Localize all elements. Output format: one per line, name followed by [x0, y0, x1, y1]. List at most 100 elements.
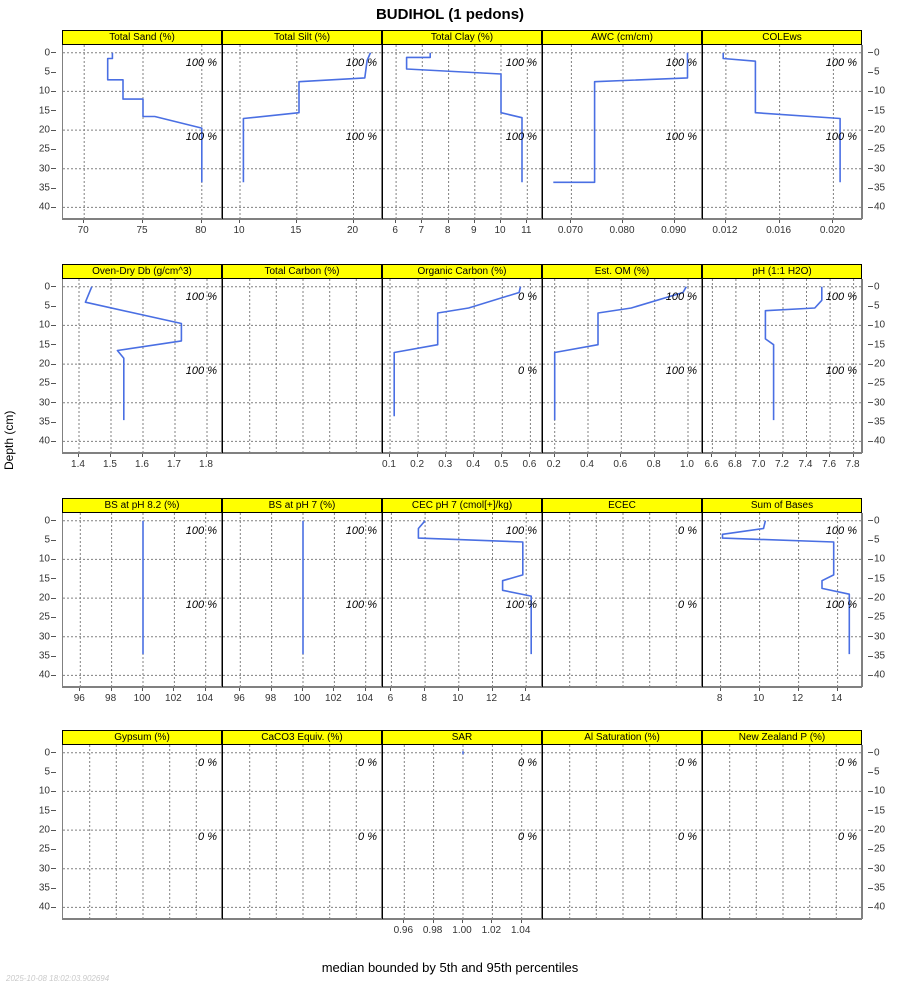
- plot-area-cec-ph-7: 100 % 100 %: [382, 513, 542, 687]
- x-tick-label: 10: [233, 225, 245, 236]
- depth-tick-label: 15: [874, 105, 886, 117]
- panel-sum-of-bases: Sum of Bases 100 % 100 % 8 10 12 14: [702, 498, 862, 713]
- x-tick-label: 1.4: [71, 459, 85, 470]
- x-tick-label: 12: [792, 693, 804, 704]
- x-tick-label: 100: [293, 693, 311, 704]
- x-tick-label: 8: [444, 225, 451, 236]
- depth-tick-label: 10: [38, 319, 50, 331]
- axis-spine: [862, 513, 863, 687]
- plot-area-caco3-equiv: 0 % 0 %: [222, 745, 382, 919]
- axis-bottom-spine: [62, 219, 862, 220]
- x-tick-label: 1.0: [680, 459, 694, 470]
- x-tick-label: 10: [452, 693, 464, 704]
- panel-separator: [222, 279, 223, 453]
- annotation-total-silt-0: 100 %: [345, 57, 377, 70]
- x-tick-mark: [500, 219, 501, 223]
- panel-ph-1-1-h2o: pH (1:1 H2O) 100 % 100 % 6.6 6.8 7.0 7.2 7.4 7.6…: [702, 264, 862, 479]
- depth-tick-label: 40: [874, 435, 886, 447]
- panel-separator: [222, 513, 223, 687]
- axis-spine: [62, 279, 63, 453]
- panel-total-carbon: Total Carbon (%): [222, 264, 382, 479]
- annotation-al-saturation-0: 0 %: [678, 757, 697, 770]
- panel-new-zealand-p: New Zealand P (%) 0 % 0 %: [702, 730, 862, 945]
- depth-tick-label: 5: [44, 300, 50, 312]
- x-tick-label: 7.6: [822, 459, 837, 470]
- x-tick-label: 10: [753, 693, 765, 704]
- panel-separator: [702, 745, 703, 919]
- x-tick-label: 10: [494, 225, 506, 236]
- plot-area-est-om: 100 % 100 %: [542, 279, 702, 453]
- x-tick-label: 7.2: [775, 459, 789, 470]
- depth-tick-mark: [868, 344, 873, 346]
- depth-tick-mark: [51, 655, 56, 657]
- annotation-organic-carbon-1: 0 %: [518, 364, 537, 377]
- x-axis-labels-total-clay: 6 7 8 9 10 11: [382, 219, 542, 243]
- x-tick-label: 8: [421, 693, 427, 704]
- depth-tick-label: 0: [44, 47, 50, 59]
- panel-separator: [702, 279, 703, 453]
- depth-tick-label: 20: [38, 592, 50, 604]
- x-tick-mark: [173, 687, 175, 691]
- depth-tick-label: 10: [38, 85, 50, 97]
- depth-axis-left-row3: 0 5 10 15 20 25 30 35 40: [16, 745, 56, 919]
- depth-tick-mark: [868, 597, 873, 599]
- x-tick-label: 7.8: [845, 459, 860, 470]
- depth-tick-mark: [51, 187, 56, 189]
- depth-tick-mark: [51, 168, 56, 170]
- depth-tick-mark: [868, 363, 873, 365]
- annotation-awc-1: 100 %: [665, 130, 697, 143]
- x-tick-mark: [432, 919, 434, 923]
- annotation-total-clay-0: 100 %: [505, 57, 537, 70]
- depth-tick-mark: [51, 129, 56, 131]
- x-tick-mark: [734, 453, 736, 457]
- depth-axis-left-row1: 0 5 10 15 20 25 30 35 40: [16, 279, 56, 453]
- x-tick-label: 20: [346, 225, 359, 236]
- x-tick-label: 0.6: [613, 459, 628, 470]
- x-axis-labels-bs-at-ph-7: 96 98 100 102 104: [222, 687, 382, 711]
- depth-tick-mark: [868, 324, 873, 326]
- x-tick-label: 102: [325, 693, 342, 704]
- x-tick-mark: [462, 919, 463, 923]
- x-tick-mark: [491, 919, 493, 923]
- x-tick-label: 0.4: [466, 459, 481, 470]
- depth-tick-mark: [51, 382, 56, 384]
- x-tick-mark: [270, 687, 272, 691]
- x-tick-label: 0.090: [661, 225, 687, 236]
- depth-tick-label: 5: [44, 534, 50, 546]
- panel-title-sum-of-bases: Sum of Bases: [702, 498, 862, 513]
- x-tick-mark: [302, 687, 303, 691]
- x-tick-mark: [364, 687, 366, 691]
- panel-colews: COLEws 100 % 100 % 0.012 0.016 0.020: [702, 30, 862, 245]
- x-tick-label: 102: [165, 693, 182, 704]
- annotation-bs-at-ph-8-2-0: 100 %: [185, 525, 217, 538]
- panel-organic-carbon: Organic Carbon (%) 0 % 0 % 0.1 0.2 0.3 0.4 0.5 0…: [382, 264, 542, 479]
- x-tick-mark: [447, 219, 449, 223]
- depth-tick-label: 10: [874, 785, 886, 797]
- depth-tick-label: 0: [874, 281, 880, 293]
- x-tick-mark: [473, 219, 475, 223]
- series-line-cec-ph-7-0: [417, 520, 532, 655]
- axis-bottom-spine: [62, 453, 862, 454]
- plot-area-new-zealand-p: 0 % 0 %: [702, 745, 862, 919]
- x-tick-label: 96: [233, 693, 245, 704]
- depth-tick-mark: [51, 344, 56, 346]
- x-axis-labels-est-om: 0.2 0.4 0.6 0.8 1.0: [542, 453, 702, 477]
- series-line-awc-0: [553, 52, 689, 184]
- x-tick-mark: [79, 687, 81, 691]
- panel-separator: [382, 745, 383, 919]
- depth-tick-mark: [868, 868, 873, 870]
- panel-separator: [382, 279, 383, 453]
- x-tick-mark: [395, 219, 397, 223]
- depth-tick-label: 25: [38, 611, 50, 623]
- plot-area-total-sand: 100 % 100 %: [62, 45, 222, 219]
- x-axis-labels-total-silt: 10 15 20: [222, 219, 382, 243]
- depth-tick-label: 10: [874, 319, 886, 331]
- depth-tick-mark: [868, 402, 873, 404]
- x-tick-mark: [295, 219, 297, 223]
- plot-area-bs-at-ph-8-2: 100 % 100 %: [62, 513, 222, 687]
- depth-tick-mark: [868, 558, 873, 560]
- depth-tick-label: 35: [874, 182, 886, 194]
- series-line-oven-dry-db-0: [84, 286, 183, 421]
- plot-area-ecec: 0 % 0 %: [542, 513, 702, 687]
- depth-tick-mark: [51, 887, 56, 889]
